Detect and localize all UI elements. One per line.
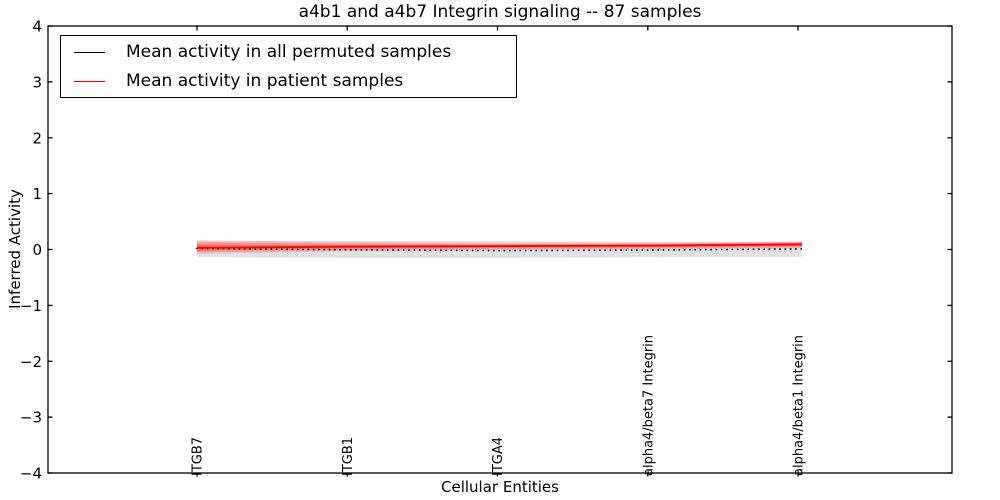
y-tick-label: −3: [20, 409, 42, 427]
y-tick-label: 3: [32, 73, 42, 91]
band-patient-sample-spread-outer: [197, 240, 802, 254]
y-tick-label: −4: [20, 465, 42, 483]
legend-label-permuted: Mean activity in all permuted samples: [126, 42, 452, 62]
y-tick-label: −2: [20, 353, 42, 371]
x-axis-label: Cellular Entities: [441, 478, 559, 496]
y-tick-label: −1: [20, 297, 42, 315]
legend-label-patient: Mean activity in patient samples: [126, 71, 404, 91]
x-tick-label: alpha4/beta1 Integrin: [792, 335, 807, 476]
y-tick-label: 4: [32, 18, 42, 36]
x-tick-label: ITGB1: [341, 437, 356, 476]
legend-line-patient-icon: [74, 80, 105, 82]
x-tick-label: alpha4/beta7 Integrin: [641, 335, 656, 476]
y-tick-label: 1: [32, 185, 42, 203]
chart-title: a4b1 and a4b7 Integrin signaling -- 87 s…: [298, 2, 702, 22]
x-tick-label: ITGB7: [191, 437, 206, 476]
series-line-patient: [196, 243, 802, 249]
legend-entry-permuted: Mean activity in all permuted samples: [61, 39, 516, 65]
legend-entry-patient: Mean activity in patient samples: [61, 68, 516, 94]
legend-line-permuted-icon: [74, 51, 105, 53]
y-tick-label: 0: [32, 241, 42, 259]
series-line-permuted: [196, 247, 803, 252]
x-tick-label: ITGA4: [491, 437, 506, 476]
y-tick-label: 2: [32, 129, 42, 147]
legend: Mean activity in all permuted samples Me…: [60, 35, 517, 98]
